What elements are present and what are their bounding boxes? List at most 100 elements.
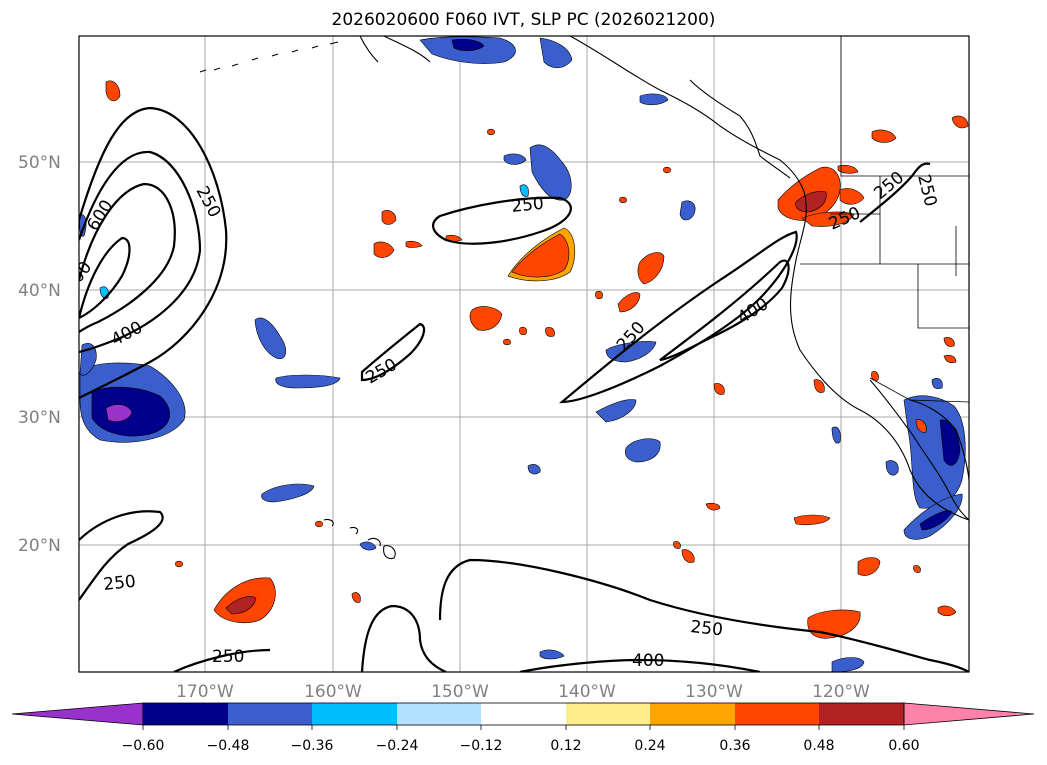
ivt-blob — [663, 166, 671, 174]
ivt-blob — [919, 510, 953, 531]
contour-line — [438, 558, 969, 672]
ivt-blob — [359, 541, 377, 551]
ivt-blob — [469, 306, 503, 331]
coastline-gulf — [909, 399, 969, 481]
border-us-mexico — [869, 377, 969, 403]
contour-line — [79, 106, 228, 399]
coastlines — [199, 36, 969, 560]
ivt-blob — [681, 549, 695, 563]
ivt-blob — [639, 93, 669, 106]
lon-label-150: 150°W — [431, 682, 489, 702]
contour-line — [558, 230, 798, 404]
contour-line — [173, 648, 271, 672]
ivt-blob — [871, 129, 897, 143]
ivt-positive-areas — [105, 80, 969, 639]
ivt-blob — [519, 326, 527, 336]
ivt-blob — [261, 483, 315, 503]
ivt-blob — [503, 338, 511, 346]
ivt-blob — [351, 592, 361, 603]
contour-line — [360, 322, 426, 382]
contour-line — [79, 182, 176, 333]
colorbar-segment — [735, 703, 819, 725]
colorbar-segment — [566, 703, 650, 725]
ivt-blob — [705, 502, 721, 511]
contour-line — [79, 236, 131, 319]
coastline-alaska — [359, 36, 969, 521]
lon-label-160: 160°W — [304, 682, 362, 702]
lat-label-20: 20°N — [18, 536, 61, 556]
ivt-blob — [595, 290, 603, 300]
coastline-canada — [689, 79, 791, 179]
colorbar-segment — [143, 703, 228, 725]
ivt-blob — [275, 374, 341, 389]
hawaii-islands — [323, 518, 396, 560]
ivt-blob — [519, 184, 529, 197]
lat-label-40: 40°N — [18, 281, 61, 301]
ivt-blob — [625, 438, 661, 463]
lat-label-30: 30°N — [18, 408, 61, 428]
lon-label-130: 130°W — [685, 682, 743, 702]
colorbar-tick-label: −0.60 — [122, 738, 165, 754]
contour-line — [79, 510, 164, 601]
ivt-blob — [105, 80, 121, 102]
lon-label-170: 170°W — [176, 682, 234, 702]
longitude-labels: 170°W 160°W 150°W 140°W 130°W 120°W — [176, 682, 870, 702]
ivt-blob — [405, 240, 423, 248]
ivt-blob — [793, 514, 831, 526]
colorbar-tick-label: 0.60 — [888, 738, 919, 754]
ivt-blob — [713, 383, 725, 395]
ivt-blob — [617, 292, 641, 313]
map-background — [79, 36, 969, 672]
ivt-blob — [487, 128, 495, 136]
ivt-blob — [951, 115, 969, 129]
colorbar-tick-label: 0.24 — [634, 738, 665, 754]
ivt-blob — [529, 144, 572, 201]
contour-line — [79, 150, 202, 354]
ivt-blob — [937, 605, 957, 617]
ivt-blob — [539, 37, 573, 69]
ivt-blob — [545, 327, 555, 337]
ivt-blob — [225, 596, 257, 615]
colorbar-segment — [228, 703, 312, 725]
colorbar-segment — [397, 703, 481, 725]
ivt-blob — [373, 241, 395, 258]
ivt-blob — [913, 565, 921, 573]
ivt-blob — [539, 649, 565, 660]
colorbar-tick-label: 0.36 — [719, 738, 750, 754]
aleutian-islands — [199, 41, 339, 73]
lon-label-120: 120°W — [812, 682, 870, 702]
ivt-blob — [885, 460, 899, 476]
colorbar-tick-label: 0.12 — [550, 738, 581, 754]
ivt-blob — [381, 210, 397, 225]
ivt-blob — [943, 337, 955, 347]
ivt-blob — [673, 541, 681, 549]
map-frame — [78, 35, 970, 673]
coastline-baja — [869, 379, 969, 521]
lon-label-140: 140°W — [558, 682, 616, 702]
ivt-blob — [503, 153, 527, 165]
latitude-labels: 50°N 40°N 30°N 20°N — [18, 153, 61, 556]
ivt-blob — [839, 188, 865, 205]
ivt-blob — [595, 399, 637, 423]
contour-line — [360, 604, 447, 672]
ivt-blob — [857, 557, 881, 576]
ivt-blob — [451, 38, 485, 52]
ivt-blob — [254, 317, 287, 360]
contour-label: 250 — [510, 194, 544, 217]
contour-line — [659, 259, 790, 362]
ivt-blob — [831, 426, 841, 444]
colorbar-extend-high — [903, 702, 1035, 726]
contour-label: 250 — [102, 572, 136, 595]
colorbar-segment — [481, 703, 566, 725]
ivt-blob — [795, 191, 827, 213]
colorbar: −0.60 −0.48 −0.36 −0.24 −0.12 0.12 0.24 … — [11, 702, 1035, 754]
ivt-blob — [105, 404, 133, 422]
map-title: 2026020600 F060 IVT, SLP PC (2026021200) — [331, 10, 716, 30]
contour-label: 250 — [689, 617, 723, 640]
political-borders — [800, 36, 969, 403]
ivt-blob — [315, 520, 323, 528]
contour-line — [432, 196, 572, 245]
ivt-blob — [871, 371, 879, 381]
colorbar-tick-marks — [142, 725, 905, 730]
border-state — [800, 176, 969, 329]
